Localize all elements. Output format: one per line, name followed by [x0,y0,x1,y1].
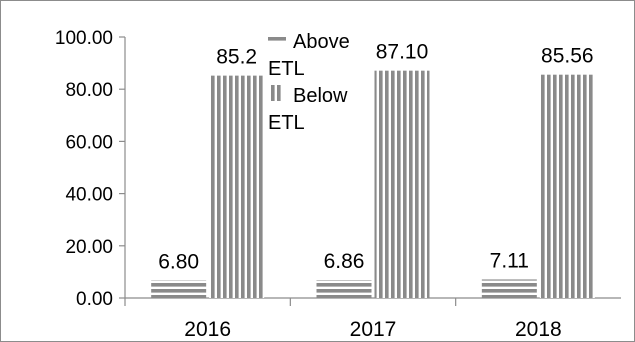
y-tick-label: 20.00 [65,237,113,258]
y-tick-label: 0.00 [76,289,113,310]
x-tick-label: 2016 [184,318,231,341]
legend-label: ETL [268,112,305,134]
data-label: 85.56 [541,45,594,68]
data-label: 6.80 [158,250,199,273]
axes: 0.00 20.00 40.00 60.00 80.00 100.00 2016 2017 20… [55,28,621,341]
legend-swatch-above-etl [268,35,286,43]
bar-above-etl [481,279,537,298]
legend: Above ETL Below ETL [268,31,350,134]
bars [151,70,595,299]
x-tick-label: 2018 [515,318,562,341]
data-label: 85.2 [216,46,257,69]
data-label: 6.86 [324,250,365,273]
bar-below-etl [209,75,265,299]
legend-label: Below [293,85,348,107]
data-labels: 6.80 85.2 6.86 87.10 7.11 85.56 [158,41,593,274]
x-tick-label: 2017 [350,318,397,341]
bar-above-etl [151,280,207,298]
y-tick-label: 40.00 [65,185,113,206]
legend-swatch-below-etl [271,85,283,101]
data-label: 87.10 [376,41,429,64]
bar-below-etl [374,70,430,298]
y-tick-label: 100.00 [55,28,113,49]
y-tick-label: 60.00 [65,132,113,153]
bar-above-etl [316,280,372,298]
legend-label: Above [293,31,350,53]
y-tick-label: 80.00 [65,80,113,101]
data-label: 7.11 [490,249,529,272]
bar-below-etl [539,74,595,298]
legend-label: ETL [268,58,305,80]
